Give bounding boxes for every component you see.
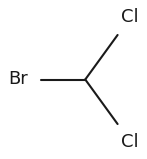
- Text: Cl: Cl: [121, 132, 138, 151]
- Text: Cl: Cl: [121, 8, 138, 27]
- Text: Br: Br: [8, 70, 27, 89]
